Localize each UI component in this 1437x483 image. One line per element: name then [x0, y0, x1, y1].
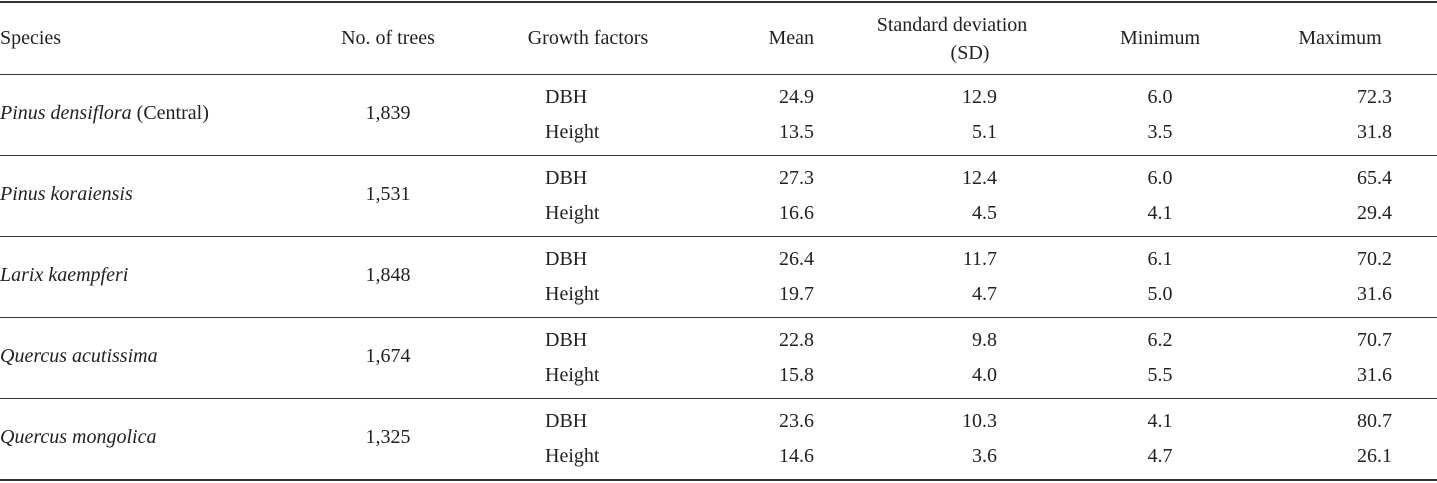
- min-value: 3.5: [1147, 121, 1173, 143]
- growth-factor: DBH: [545, 167, 588, 189]
- species-qualifier: (Central): [136, 102, 209, 124]
- min-value: 6.0: [1147, 86, 1173, 108]
- group-rule: [0, 155, 1437, 156]
- mean-value: 19.7: [779, 283, 814, 305]
- growth-factor: DBH: [545, 86, 588, 108]
- mean-value: 26.4: [779, 248, 814, 270]
- header-min: Minimum: [1119, 27, 1201, 49]
- group-rule: [0, 398, 1437, 399]
- min-value: 6.2: [1147, 329, 1173, 351]
- min-value: 5.0: [1147, 283, 1173, 305]
- max-value: 31.6: [1357, 364, 1392, 386]
- header-species: Species: [0, 27, 62, 49]
- top-rule: [0, 1, 1437, 3]
- mean-value: 24.9: [779, 86, 814, 108]
- species-cell: Larix kaempferi: [0, 263, 128, 287]
- header-trees: No. of trees: [341, 27, 435, 49]
- max-value: 70.7: [1357, 329, 1392, 351]
- growth-factor: Height: [545, 445, 600, 467]
- sd-value: 12.9: [962, 86, 997, 108]
- header-factor: Growth factors: [527, 27, 649, 49]
- sd-value: 4.7: [972, 283, 997, 305]
- group-rule: [0, 236, 1437, 237]
- tree-count: 1,839: [365, 102, 411, 124]
- sd-value: 12.4: [962, 167, 997, 189]
- sd-value: 10.3: [962, 410, 997, 432]
- mean-value: 16.6: [779, 202, 814, 224]
- sd-value: 11.7: [962, 248, 997, 270]
- growth-factor: DBH: [545, 248, 588, 270]
- species-cell: Quercus acutissima: [0, 344, 158, 368]
- min-value: 4.1: [1147, 202, 1173, 224]
- sd-value: 4.5: [972, 202, 997, 224]
- min-value: 6.0: [1147, 167, 1173, 189]
- growth-factor: Height: [545, 202, 600, 224]
- species-name: Pinus densiflora: [0, 102, 132, 124]
- header-mean: Mean: [768, 27, 814, 49]
- header-max: Maximum: [1298, 27, 1382, 49]
- tree-count: 1,848: [365, 264, 411, 286]
- species-cell: Pinus koraiensis: [0, 182, 133, 206]
- mean-value: 14.6: [779, 445, 814, 467]
- species-name: Pinus koraiensis: [0, 183, 133, 205]
- min-value: 5.5: [1147, 364, 1173, 386]
- sd-value: 4.0: [972, 364, 997, 386]
- min-value: 4.7: [1147, 445, 1173, 467]
- mean-value: 22.8: [779, 329, 814, 351]
- sd-value: 5.1: [972, 121, 997, 143]
- sd-value: 9.8: [972, 329, 997, 351]
- max-value: 72.3: [1357, 86, 1392, 108]
- max-value: 70.2: [1357, 248, 1392, 270]
- tree-count: 1,325: [365, 426, 411, 448]
- mean-value: 15.8: [779, 364, 814, 386]
- growth-factor: Height: [545, 283, 600, 305]
- header-sd: Standard deviation: [876, 14, 1028, 36]
- max-value: 29.4: [1357, 202, 1392, 224]
- species-name: Quercus mongolica: [0, 426, 157, 448]
- mean-value: 23.6: [779, 410, 814, 432]
- header-rule: [0, 74, 1437, 75]
- species-name: Quercus acutissima: [0, 345, 158, 367]
- header-sd: (SD): [950, 42, 990, 64]
- tree-count: 1,531: [365, 183, 411, 205]
- growth-factor: DBH: [545, 329, 588, 351]
- max-value: 65.4: [1357, 167, 1392, 189]
- growth-factor: Height: [545, 364, 600, 386]
- group-rule: [0, 317, 1437, 318]
- min-value: 4.1: [1147, 410, 1173, 432]
- species-cell: Pinus densiflora (Central): [0, 101, 209, 125]
- sd-value: 3.6: [972, 445, 997, 467]
- max-value: 26.1: [1357, 445, 1392, 467]
- max-value: 31.8: [1357, 121, 1392, 143]
- max-value: 31.6: [1357, 283, 1392, 305]
- species-name: Larix kaempferi: [0, 264, 129, 286]
- mean-value: 13.5: [779, 121, 814, 143]
- mean-value: 27.3: [779, 167, 814, 189]
- min-value: 6.1: [1147, 248, 1173, 270]
- bottom-rule: [0, 479, 1437, 481]
- tree-count: 1,674: [365, 345, 411, 367]
- growth-factor: DBH: [545, 410, 588, 432]
- max-value: 80.7: [1357, 410, 1392, 432]
- growth-factor: Height: [545, 121, 600, 143]
- species-cell: Quercus mongolica: [0, 425, 156, 449]
